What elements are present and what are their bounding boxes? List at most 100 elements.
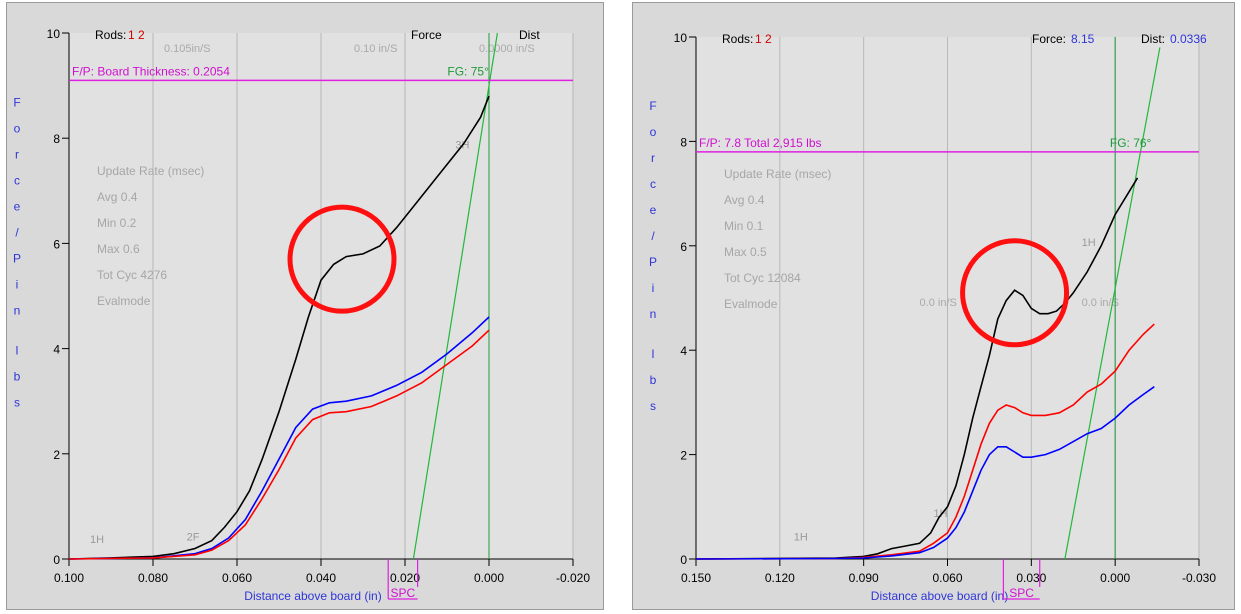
rods-value: 1 2	[755, 32, 772, 46]
stats-line: Update Rate (msec)	[97, 164, 204, 178]
x-tick-label: 0.040	[306, 571, 336, 585]
y-axis-label-char: F	[13, 96, 20, 110]
fg-line	[1064, 47, 1161, 560]
y-tick-label: 2	[53, 448, 60, 462]
force-chart-left: 0.100 0.080 0.060 0.040 0.020 0.000 -0.020 0 2 4 6…	[13, 27, 590, 603]
rods-label: Rods:	[722, 32, 753, 46]
y-axis-label-char: F	[649, 99, 656, 113]
highlight-circle	[287, 204, 397, 314]
y-tick-label: 4	[53, 343, 60, 357]
x-tick-label: 0.150	[681, 571, 711, 585]
y-axis-label-char: e	[14, 200, 21, 214]
x-tick-label: -0.020	[556, 571, 590, 585]
spc-bracket	[387, 559, 419, 600]
fg-line	[412, 32, 498, 560]
x-tick-label: 0.060	[932, 571, 962, 585]
stats-line: Update Rate (msec)	[724, 167, 831, 181]
x-tick-label: 0.060	[222, 571, 252, 585]
y-axis-label-char: o	[650, 125, 657, 139]
speed-label: 0.0 in/S	[920, 297, 957, 309]
y-tick-label: 8	[53, 132, 60, 146]
y-axis-label-char: b	[650, 373, 657, 387]
y-tick-label: 4	[680, 344, 687, 358]
x-tick-label: 0.020	[390, 571, 420, 585]
stats-line: Evalmode	[97, 294, 151, 308]
stats-line: Min 0.1	[724, 219, 764, 233]
force-chart-right: 0.150 0.120 0.090 0.060 0.030 0.000 -0.030 0 2 4 6…	[649, 31, 1216, 603]
y-axis-label-char: i	[652, 281, 655, 295]
stats-line: Avg 0.4	[724, 193, 765, 207]
series-line-0	[68, 95, 490, 560]
fg-label: FG: 75°	[447, 64, 489, 78]
y-tick-label: 10	[674, 31, 688, 45]
y-tick-label: 8	[680, 135, 687, 149]
y-axis-label-char: l	[652, 347, 655, 361]
x-tick-label: 0.100	[54, 571, 84, 585]
curve-label: 1H	[794, 532, 808, 544]
y-tick-label: 0	[680, 553, 687, 567]
y-axis-label-char: o	[14, 122, 21, 136]
dist-value: 0.0336	[1170, 32, 1207, 46]
curve-label: 1H	[90, 534, 104, 546]
y-tick-label: 6	[53, 237, 60, 251]
stats-line: Tot Cyc 4276	[97, 268, 167, 282]
stats-line: Tot Cyc 12084	[724, 271, 801, 285]
x-axis-label: Distance above board (in)	[871, 589, 1008, 603]
stats-line: Max 0.6	[97, 242, 140, 256]
x-tick-label: 0.030	[1016, 571, 1046, 585]
faint-speed-label: 0.105in/S	[164, 43, 210, 55]
series-line-1	[695, 323, 1155, 560]
series-line-2	[695, 386, 1155, 560]
y-axis-label-char: s	[14, 396, 20, 410]
x-axis-label: Distance above board (in)	[244, 589, 381, 603]
stats-line: Min 0.2	[97, 216, 137, 230]
y-axis-label-char: n	[650, 307, 657, 321]
x-tick-label: 0.000	[474, 571, 504, 585]
y-axis-label-char: e	[650, 203, 657, 217]
fp-label: F/P: 7.8 Total 2,915 lbs	[699, 136, 822, 150]
stats-line: Evalmode	[724, 297, 778, 311]
force-label: Force	[411, 28, 442, 42]
dist-label: Dist	[519, 28, 540, 42]
series-line-2	[68, 329, 490, 560]
y-axis-label-char: n	[14, 304, 21, 318]
curve-label: 2F	[187, 532, 200, 544]
y-axis-label-char: b	[14, 370, 21, 384]
y-tick-label: 6	[680, 240, 687, 254]
y-axis-label-char: c	[14, 174, 20, 188]
speed-label: 0.0 in/S	[1082, 297, 1119, 309]
y-axis-label-char: s	[650, 399, 656, 413]
faint-speed-label: 0.0000 in/S	[479, 43, 535, 55]
y-axis-label-char: r	[15, 148, 19, 162]
x-tick-label: 0.120	[765, 571, 795, 585]
y-axis-label-char: r	[651, 151, 655, 165]
chart-panel-left: 0.100 0.080 0.060 0.040 0.020 0.000 -0.020 0 2 4 6…	[6, 2, 604, 610]
fg-label: FG: 76°	[1110, 136, 1152, 150]
y-tick-label: 10	[47, 27, 61, 41]
y-tick-label: 0	[53, 553, 60, 567]
y-axis-label-char: P	[13, 252, 21, 266]
y-axis-label-char: l	[16, 344, 19, 358]
x-tick-label: 0.090	[849, 571, 879, 585]
dist-label: Dist:	[1141, 32, 1165, 46]
force-value: 8.15	[1071, 32, 1095, 46]
y-axis-label-char: /	[15, 226, 19, 240]
y-axis-label-char: /	[651, 229, 655, 243]
curve-label: 1H	[1082, 237, 1096, 249]
series-line-1	[68, 316, 490, 560]
stats-line: Avg 0.4	[97, 190, 138, 204]
y-tick-label: 2	[680, 449, 687, 463]
chart-panel-right: 0.150 0.120 0.090 0.060 0.030 0.000 -0.030 0 2 4 6…	[632, 2, 1235, 610]
fp-label: F/P: Board Thickness: 0.2054	[72, 64, 230, 78]
rods-value: 1 2	[128, 28, 145, 42]
spc-bracket	[1002, 559, 1041, 600]
highlight-circle	[960, 238, 1070, 348]
y-axis-label-char: i	[16, 278, 19, 292]
x-tick-label: -0.030	[1182, 571, 1216, 585]
spc-label: SPC	[1009, 586, 1034, 600]
x-tick-label: 0.080	[138, 571, 168, 585]
y-axis-label-char: P	[649, 255, 657, 269]
x-tick-label: 0.000	[1100, 571, 1130, 585]
force-label: Force:	[1032, 32, 1066, 46]
stats-line: Max 0.5	[724, 245, 767, 259]
